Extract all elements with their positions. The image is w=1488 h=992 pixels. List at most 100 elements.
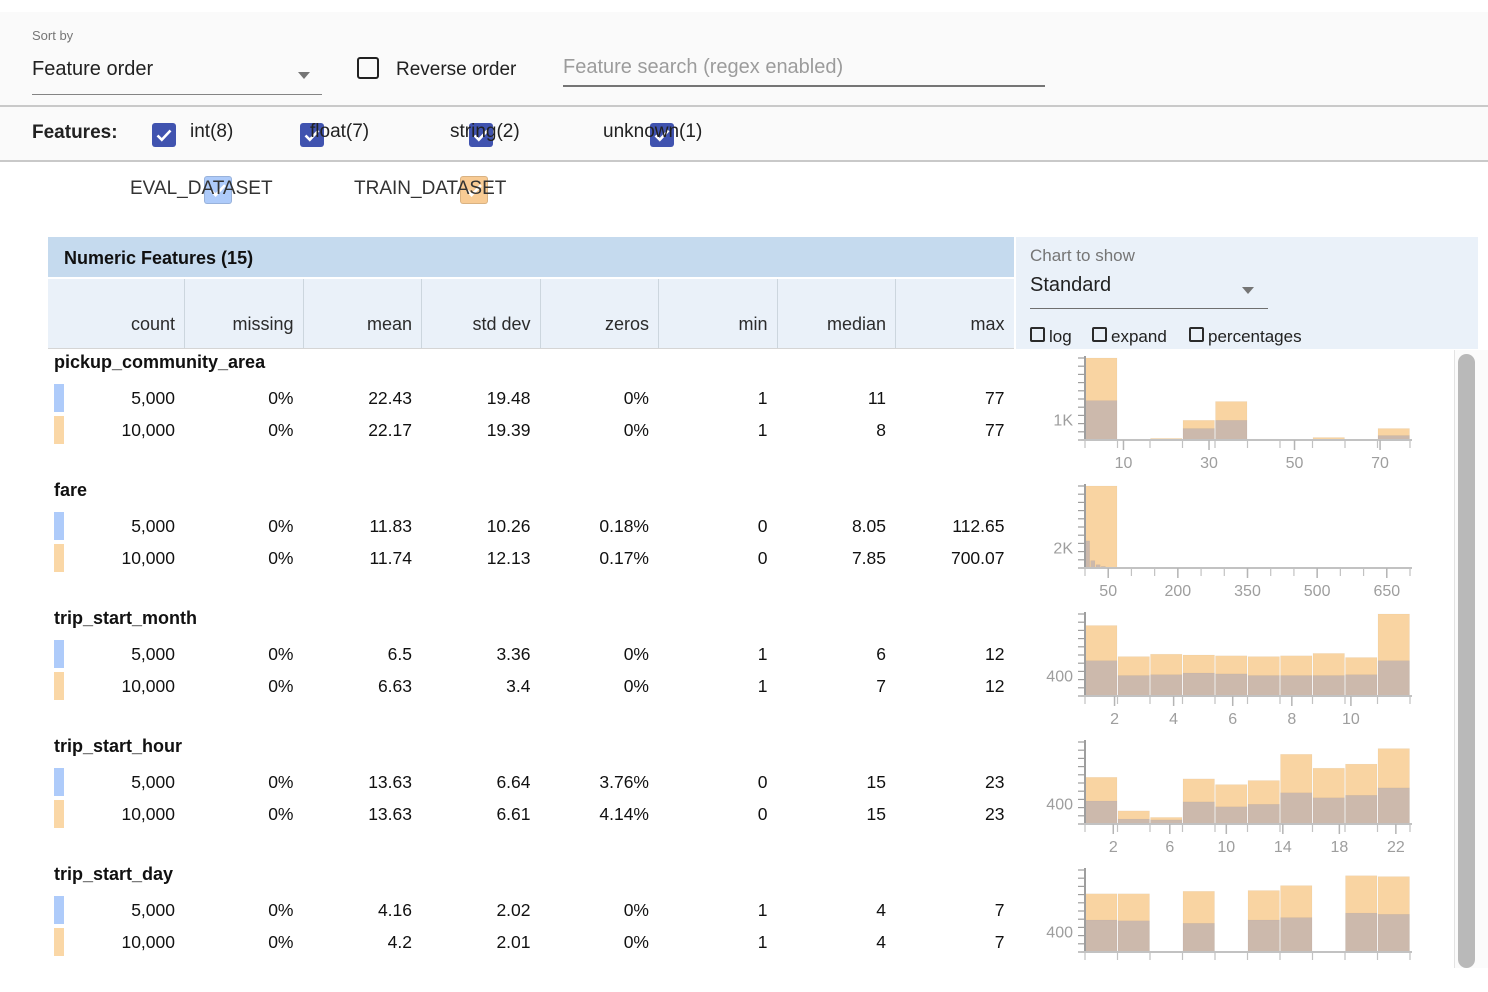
svg-text:10: 10	[1115, 455, 1133, 472]
table-row-train: 10,0000%11.7412.130.17%07.85700.07	[48, 542, 1014, 574]
chart-type-value: Standard	[1030, 274, 1111, 296]
svg-text:200: 200	[1165, 583, 1192, 600]
cell-value: 0%	[540, 926, 659, 958]
log-label: log	[1049, 327, 1072, 347]
reverse-order-label: Reverse order	[396, 59, 516, 81]
svg-text:2: 2	[1110, 711, 1119, 728]
cell-value: 23	[895, 766, 1014, 798]
chart-to-show-label: Chart to show	[1030, 246, 1135, 266]
cell-value: 5,000	[48, 382, 184, 414]
cell-value: 4	[777, 926, 896, 958]
cell-value: 0%	[184, 798, 303, 830]
cell-value: 0%	[184, 382, 303, 414]
column-header-mean[interactable]: mean	[303, 279, 422, 348]
feature-search-input[interactable]	[563, 56, 1045, 87]
svg-text:22: 22	[1387, 839, 1405, 856]
unknown-filter-label: unknown(1)	[603, 121, 702, 143]
cell-value: 1	[658, 926, 777, 958]
table-row-train: 10,0000%6.633.40%1712	[48, 670, 1014, 702]
log-checkbox[interactable]	[1030, 327, 1045, 342]
train-color-swatch	[54, 672, 64, 700]
check-icon	[152, 123, 176, 147]
table-row-eval: 5,0000%6.53.360%1612	[48, 638, 1014, 670]
cell-value: 2.02	[421, 894, 540, 926]
histogram-fare: 502003505006502K	[1030, 480, 1430, 608]
expand-label: expand	[1111, 327, 1167, 347]
cell-value: 0%	[184, 638, 303, 670]
cell-value: 11	[777, 382, 896, 414]
chart-type-select[interactable]: Standard	[1030, 274, 1268, 309]
cell-value: 5,000	[48, 510, 184, 542]
column-header-stddev[interactable]: std dev	[421, 279, 540, 348]
eval-dataset-label: EVAL_DATASET	[130, 178, 273, 200]
cell-value: 10,000	[48, 414, 184, 446]
svg-text:14: 14	[1274, 839, 1292, 856]
chevron-down-icon	[1242, 287, 1254, 294]
feature-rows: pickup_community_area5,0000%22.4319.480%…	[48, 352, 1014, 992]
feature-block-trip_start_day: trip_start_day5,0000%4.162.020%14710,000…	[48, 864, 1014, 992]
sort-by-select[interactable]: Feature order	[32, 58, 322, 95]
cell-value: 0%	[184, 766, 303, 798]
cell-value: 0%	[540, 382, 659, 414]
svg-text:350: 350	[1234, 583, 1261, 600]
column-header-missing[interactable]: missing	[184, 279, 303, 348]
feature-block-fare: fare5,0000%11.8310.260.18%08.05112.6510,…	[48, 480, 1014, 608]
cell-value: 6.61	[421, 798, 540, 830]
column-header-min[interactable]: min	[658, 279, 777, 348]
cell-value: 19.39	[421, 414, 540, 446]
cell-value: 6.5	[303, 638, 422, 670]
int-filter-checkbox[interactable]	[152, 123, 176, 147]
table-row-eval: 5,0000%13.636.643.76%01523	[48, 766, 1014, 798]
int-filter-label: int(8)	[190, 121, 233, 143]
cell-value: 2.01	[421, 926, 540, 958]
cell-value: 0%	[184, 894, 303, 926]
svg-text:6: 6	[1165, 839, 1174, 856]
feature-block-trip_start_month: trip_start_month5,0000%6.53.360%161210,0…	[48, 608, 1014, 736]
cell-value: 6.63	[303, 670, 422, 702]
cell-value: 0.17%	[540, 542, 659, 574]
cell-value: 5,000	[48, 638, 184, 670]
cell-value: 6.64	[421, 766, 540, 798]
cell-value: 700.07	[895, 542, 1014, 574]
cell-value: 8.05	[777, 510, 896, 542]
table-row-train: 10,0000%22.1719.390%1877	[48, 414, 1014, 446]
cell-value: 10.26	[421, 510, 540, 542]
svg-text:70: 70	[1371, 455, 1389, 472]
eval-color-swatch	[54, 768, 64, 796]
cell-value: 7.85	[777, 542, 896, 574]
cell-value: 15	[777, 798, 896, 830]
column-header-max[interactable]: max	[895, 279, 1014, 348]
svg-text:10: 10	[1342, 711, 1360, 728]
column-header-count[interactable]: count	[48, 279, 184, 348]
cell-value: 112.65	[895, 510, 1014, 542]
table-row-eval: 5,0000%22.4319.480%11177	[48, 382, 1014, 414]
column-header-zeros[interactable]: zeros	[540, 279, 659, 348]
cell-value: 13.63	[303, 798, 422, 830]
svg-text:2: 2	[1109, 839, 1118, 856]
cell-value: 77	[895, 414, 1014, 446]
cell-value: 11.74	[303, 542, 422, 574]
feature-name: trip_start_hour	[54, 736, 182, 757]
expand-checkbox[interactable]	[1092, 327, 1107, 342]
column-header-median[interactable]: median	[777, 279, 896, 348]
cell-value: 7	[895, 894, 1014, 926]
train-color-swatch	[54, 416, 64, 444]
cell-value: 0%	[184, 510, 303, 542]
histogram-column: 103050701K502003505006502K24681040026101…	[1030, 352, 1430, 992]
cell-value: 15	[777, 766, 896, 798]
cell-value: 4	[777, 894, 896, 926]
eval-color-swatch	[54, 896, 64, 924]
cell-value: 13.63	[303, 766, 422, 798]
cell-value: 3.4	[421, 670, 540, 702]
cell-value: 1	[658, 894, 777, 926]
cell-value: 0%	[540, 414, 659, 446]
reverse-order-checkbox[interactable]	[357, 57, 379, 79]
numeric-features-header: Numeric Features (15)	[48, 237, 1014, 279]
svg-text:8: 8	[1287, 711, 1296, 728]
cell-value: 77	[895, 382, 1014, 414]
percentages-checkbox[interactable]	[1189, 327, 1204, 342]
cell-value: 8	[777, 414, 896, 446]
vertical-scrollbar-thumb[interactable]	[1458, 354, 1475, 968]
table-row-eval: 5,0000%11.8310.260.18%08.05112.65	[48, 510, 1014, 542]
cell-value: 5,000	[48, 766, 184, 798]
